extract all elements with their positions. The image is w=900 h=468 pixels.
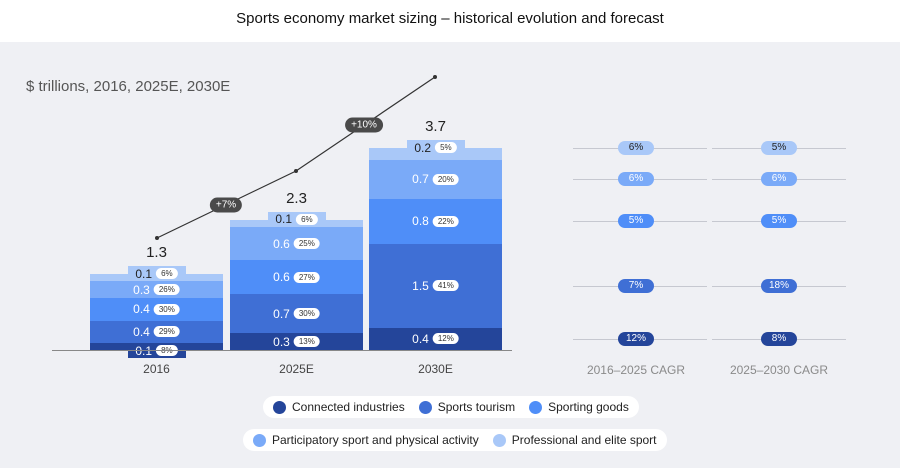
legend-swatch bbox=[529, 400, 543, 414]
cagr-column-header: 2016–2025 CAGR bbox=[586, 363, 686, 377]
cagr-value-pill: 6% bbox=[618, 172, 654, 186]
segment-label: 0.3 26% bbox=[133, 283, 180, 297]
legend-item-connected-industries: Connected industries bbox=[273, 400, 405, 414]
x-tick-label: 2025E bbox=[279, 362, 314, 376]
segment-share-badge: 12% bbox=[432, 333, 459, 345]
segment-value: 0.1 bbox=[135, 266, 153, 281]
trend-point bbox=[433, 75, 437, 79]
segment-label: 0.8 22% bbox=[412, 214, 459, 228]
legend-swatch bbox=[492, 433, 506, 447]
legend-item-sporting-goods: Sporting goods bbox=[529, 400, 629, 414]
segment-value: 0.6 bbox=[273, 236, 290, 251]
cagr-column-header: 2025–2030 CAGR bbox=[729, 363, 829, 377]
segment-value: 0.4 bbox=[133, 324, 150, 339]
segment-share-badge: 20% bbox=[432, 173, 459, 185]
bar-total-label: 1.3 bbox=[146, 244, 167, 262]
segment-value: 0.4 bbox=[412, 331, 429, 346]
cagr-value-pill: 8% bbox=[761, 332, 797, 346]
segment-value: 0.8 bbox=[412, 214, 429, 229]
segment-share-badge: 29% bbox=[153, 326, 180, 338]
chart-title: Sports economy market sizing – historica… bbox=[236, 10, 664, 27]
segment-label: 1.5 41% bbox=[412, 279, 459, 293]
segment-value: 0.7 bbox=[412, 172, 429, 187]
segment-share-badge: 6% bbox=[156, 268, 178, 280]
segment-share-badge: 30% bbox=[153, 303, 180, 315]
segment-share-badge: 41% bbox=[432, 280, 459, 292]
segment-label: 0.1 6% bbox=[135, 266, 178, 281]
cagr-value-pill: 6% bbox=[761, 172, 797, 186]
cagr-value-pill: 6% bbox=[618, 141, 654, 155]
segment-value: 0.2 bbox=[414, 140, 432, 155]
segment-value: 1.5 bbox=[412, 278, 429, 293]
legend-label: Professional and elite sport bbox=[511, 433, 657, 447]
legend-item-professional-sport: Professional and elite sport bbox=[492, 433, 657, 447]
trend-line bbox=[156, 76, 436, 239]
legend-swatch bbox=[253, 433, 266, 447]
cagr-value-pill: 5% bbox=[761, 141, 797, 155]
bar-total-label: 3.7 bbox=[425, 118, 446, 136]
segment-label: 0.7 20% bbox=[412, 172, 459, 186]
segment-value: 0.1 bbox=[275, 212, 293, 227]
cagr-value-pill: 18% bbox=[761, 279, 797, 293]
segment-value: 0.6 bbox=[273, 270, 290, 285]
cagr-value-pill: 5% bbox=[761, 214, 797, 228]
segment-label: 0.6 25% bbox=[273, 237, 320, 251]
bar-total-label: 2.3 bbox=[286, 189, 307, 207]
legend-label: Sports tourism bbox=[437, 400, 516, 414]
segment-value: 0.3 bbox=[133, 282, 150, 297]
cagr-value-pill: 7% bbox=[618, 279, 654, 293]
x-axis-baseline bbox=[52, 350, 512, 351]
legend-label: Connected industries bbox=[292, 400, 405, 414]
segment-label: 0.4 29% bbox=[133, 325, 180, 339]
legend-item-sports-tourism: Sports tourism bbox=[418, 400, 516, 414]
growth-badge: +7% bbox=[209, 197, 243, 213]
chart-subtitle: $ trillions, 2016, 2025E, 2030E bbox=[26, 78, 231, 95]
segment-share-badge: 6% bbox=[296, 213, 318, 225]
segment-share-badge: 13% bbox=[293, 336, 320, 348]
x-tick-label: 2030E bbox=[418, 362, 453, 376]
segment-share-badge: 27% bbox=[293, 271, 320, 283]
segment-value: 0.3 bbox=[273, 334, 290, 349]
segment-label: 0.4 12% bbox=[412, 332, 459, 346]
legend-row-2: Participatory sport and physical activit… bbox=[243, 429, 667, 451]
legend-item-participatory-sport: Participatory sport and physical activit… bbox=[253, 433, 479, 447]
segment-label: 0.7 30% bbox=[273, 307, 320, 321]
trend-point bbox=[155, 236, 159, 240]
x-tick-label: 2016 bbox=[143, 362, 170, 376]
segment-share-badge: 25% bbox=[293, 238, 320, 250]
segment-share-badge: 30% bbox=[293, 308, 320, 320]
cagr-value-pill: 12% bbox=[618, 332, 654, 346]
legend-swatch bbox=[273, 400, 286, 414]
segment-value: 0.7 bbox=[273, 306, 290, 321]
cagr-value-pill: 5% bbox=[618, 214, 654, 228]
segment-share-badge: 5% bbox=[435, 142, 457, 154]
segment-label: 0.2 5% bbox=[414, 140, 457, 155]
segment-label: 0.1 6% bbox=[275, 212, 318, 227]
growth-badge: +10% bbox=[345, 117, 383, 133]
segment-label: 0.3 13% bbox=[273, 335, 320, 349]
segment-value: 0.4 bbox=[133, 302, 150, 317]
segment-label: 0.6 27% bbox=[273, 270, 320, 284]
segment-label: 0.4 30% bbox=[133, 302, 180, 316]
trend-point bbox=[294, 169, 298, 173]
legend-label: Sporting goods bbox=[548, 400, 629, 414]
legend-label: Participatory sport and physical activit… bbox=[272, 433, 479, 447]
segment-share-badge: 26% bbox=[153, 284, 180, 296]
legend-swatch bbox=[418, 400, 432, 414]
segment-share-badge: 22% bbox=[432, 215, 459, 227]
legend-row-1: Connected industries Sports tourism Spor… bbox=[263, 396, 639, 418]
